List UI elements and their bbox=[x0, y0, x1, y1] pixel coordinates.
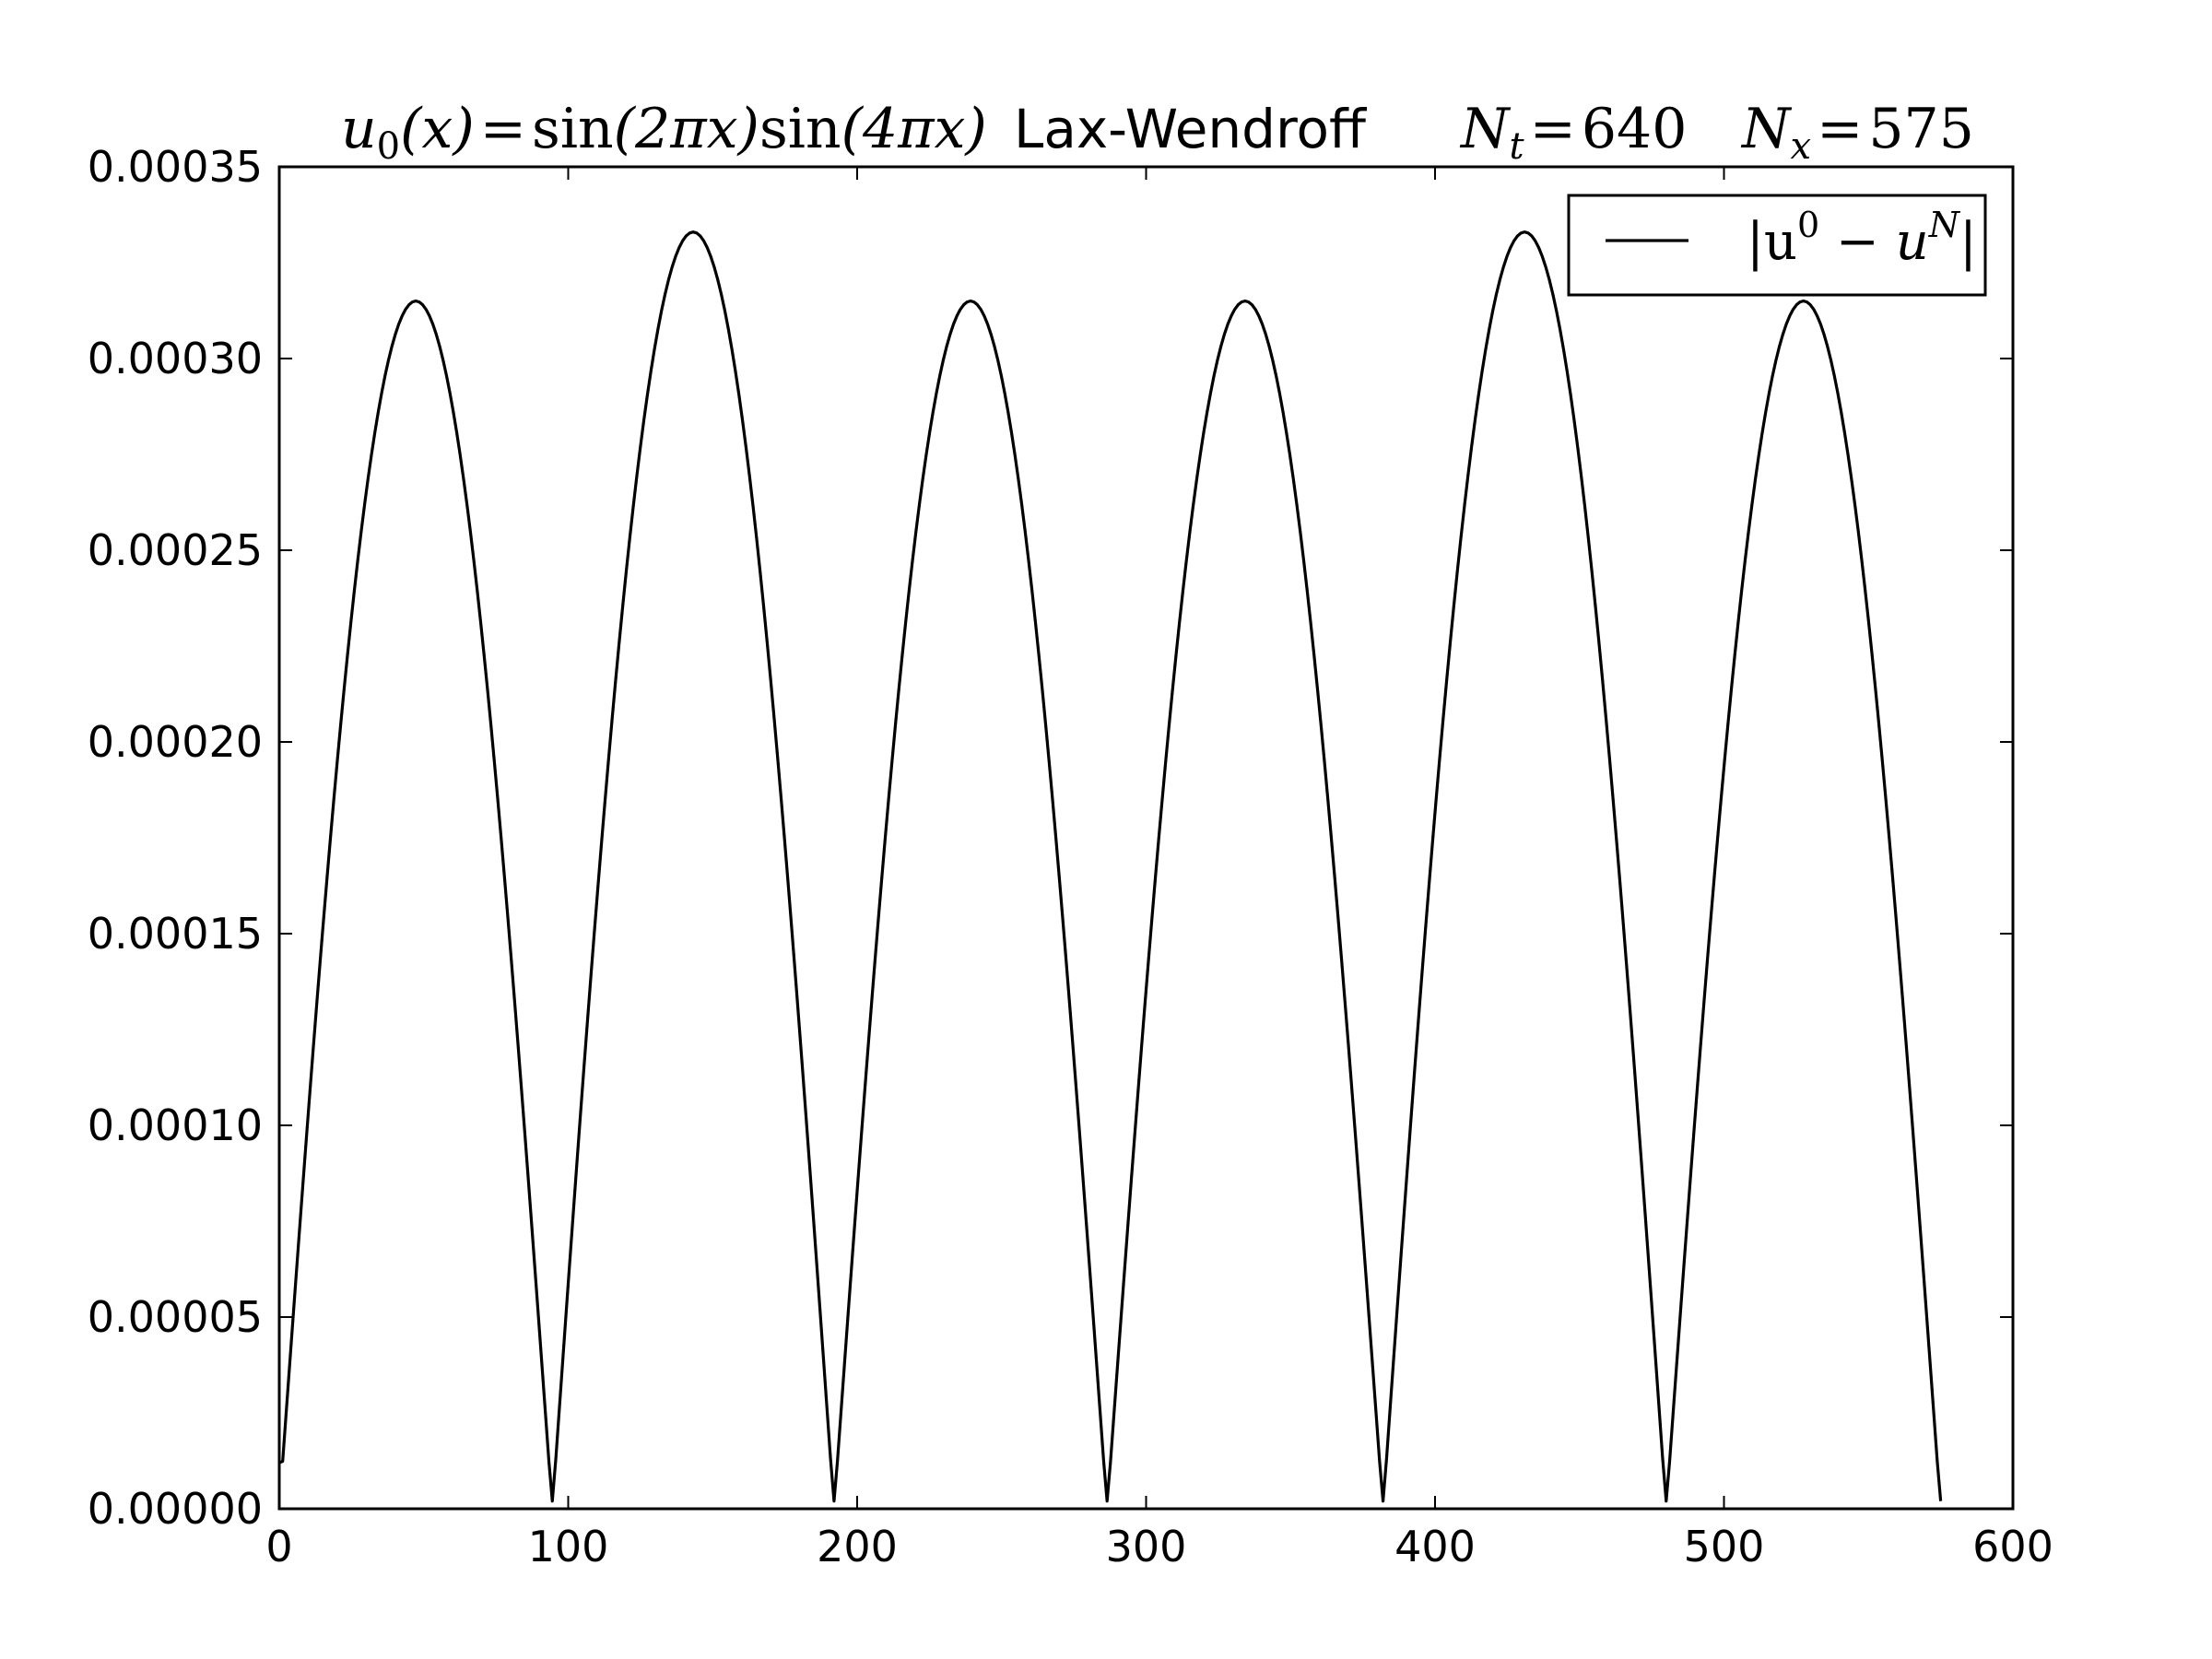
title-formula-arg: (x) bbox=[400, 97, 475, 161]
y-tick-label: 0.00010 bbox=[88, 1100, 263, 1150]
series-line bbox=[278, 230, 1943, 1503]
y-tick-label: 0.00020 bbox=[88, 717, 263, 767]
legend-label: |u0 − uN| bbox=[1747, 205, 1977, 272]
legend-label-sup0: 0 bbox=[1797, 205, 1819, 245]
title-nx-value: 575 bbox=[1868, 97, 1974, 161]
title-method: Lax-Wendroff bbox=[1014, 98, 1368, 160]
title-formula-eq: = bbox=[480, 97, 526, 161]
x-tick-label: 300 bbox=[1106, 1522, 1187, 1571]
title-nt-symbol: N bbox=[1459, 97, 1512, 161]
x-tick-label: 0 bbox=[265, 1522, 292, 1571]
title-nx: Nx = 575 bbox=[1740, 97, 1974, 168]
title-nt-sub: t bbox=[1510, 125, 1525, 168]
x-tick-label: 200 bbox=[817, 1522, 898, 1571]
title-formula-sin2: sin bbox=[759, 97, 841, 161]
legend-label-close: | bbox=[1959, 212, 1977, 272]
legend: |u0 − uN| bbox=[1567, 194, 1987, 297]
x-tick-label: 400 bbox=[1394, 1522, 1476, 1571]
axis-ticks: 0 100 200 300 400 500 600 0.00000 0.00005 0.00010… bbox=[88, 142, 2053, 1571]
y-tick-label: 0.00035 bbox=[88, 142, 263, 192]
y-tick-label: 0.00025 bbox=[88, 525, 263, 575]
chart-title: u0(x) = sin(2πx)sin(4πx) Lax-Wendroff Nt = 6… bbox=[341, 97, 1974, 168]
plot-frame bbox=[277, 165, 2015, 1511]
title-nx-eq: = bbox=[1817, 97, 1863, 161]
title-nx-sub: x bbox=[1791, 125, 1812, 168]
title-formula: u0(x) = sin(2πx)sin(4πx) bbox=[341, 97, 987, 168]
y-tick-label: 0.00005 bbox=[88, 1292, 263, 1342]
title-nt-eq: = bbox=[1530, 97, 1576, 161]
legend-box bbox=[1567, 194, 1987, 297]
legend-label-supN: N bbox=[1928, 205, 1961, 245]
y-tick-label: 0.00015 bbox=[88, 909, 263, 959]
title-formula-sin1: sin bbox=[532, 97, 614, 161]
title-nt-value: 640 bbox=[1582, 97, 1688, 161]
x-tick-label: 500 bbox=[1684, 1522, 1765, 1571]
title-nt: Nt = 640 bbox=[1459, 97, 1687, 168]
y-tick-label: 0.00000 bbox=[88, 1484, 263, 1534]
x-tick-label: 100 bbox=[528, 1522, 609, 1571]
title-formula-u: u bbox=[341, 97, 377, 161]
title-formula-sub0: 0 bbox=[377, 125, 400, 168]
title-formula-arg1: (2πx) bbox=[614, 97, 759, 161]
title-nx-symbol: N bbox=[1740, 97, 1793, 161]
x-tick-label: 600 bbox=[1972, 1522, 2053, 1571]
title-formula-arg2: (4πx) bbox=[841, 97, 987, 161]
legend-label-open: |u bbox=[1747, 212, 1797, 272]
y-tick-label: 0.00030 bbox=[88, 334, 263, 383]
legend-label-minus: − u bbox=[1819, 212, 1929, 272]
